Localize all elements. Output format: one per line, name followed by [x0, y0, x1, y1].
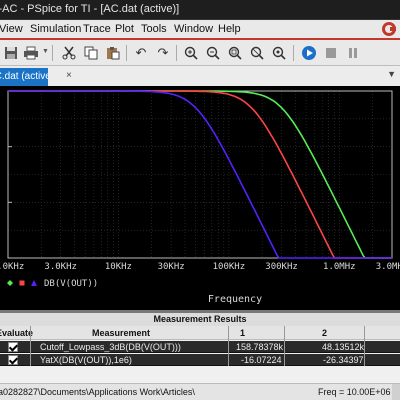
- run-icon[interactable]: [300, 44, 318, 62]
- x-tick-label: 300KHz: [265, 262, 298, 272]
- toolbar-separator: [176, 45, 177, 61]
- zoom-area-icon[interactable]: [248, 44, 266, 62]
- header-col-1: 1: [240, 328, 246, 338]
- tab-label: AC.dat (active): [0, 71, 48, 82]
- measurement-row[interactable]: Cutoff_Lowpass_3dB(DB(V(OUT))) 158.78378…: [0, 341, 400, 353]
- copy-icon[interactable]: [82, 44, 100, 62]
- tab-close-icon[interactable]: ×: [66, 70, 72, 81]
- zoom-fit-icon[interactable]: [226, 44, 244, 62]
- legend-marker-blue: [31, 280, 37, 286]
- cut-icon[interactable]: [60, 44, 78, 62]
- legend-marker-green: [7, 280, 13, 286]
- measurement-header-row: Evaluate Measurement 1 2: [0, 326, 400, 340]
- legend-marker-red: [19, 280, 25, 286]
- x-tick-label: 1.0KHz: [0, 262, 24, 272]
- print-dropdown-icon[interactable]: ▼: [42, 48, 49, 55]
- x-tick-label: 10KHz: [105, 262, 132, 272]
- column-divider: [284, 326, 285, 366]
- pane-splitter[interactable]: [0, 310, 400, 313]
- evaluate-checkbox[interactable]: [8, 355, 18, 365]
- x-tick-label: 30KHz: [158, 262, 185, 272]
- title-bar: l-AC - PSpice for TI - [AC.dat (active)]: [0, 0, 400, 20]
- legend-label: DB(V(OUT)): [44, 279, 98, 289]
- measurement-value-2: 48.13512k: [322, 342, 365, 352]
- menu-view[interactable]: View: [0, 23, 23, 35]
- toolbar-separator: [52, 45, 53, 61]
- trace-line-3: [8, 90, 392, 259]
- measurement-results-title: Measurement Results: [0, 313, 400, 326]
- toolbar-separator: [126, 45, 127, 61]
- brand-logo-icon: [382, 22, 396, 36]
- status-bar: a0282827\Documents\Applications Work\Art…: [0, 383, 400, 400]
- x-tick-label: 3.0KHz: [44, 262, 77, 272]
- column-divider: [30, 326, 31, 366]
- menu-bar: View Simulation Trace Plot Tools Window …: [0, 20, 400, 38]
- toolbar-separator: [293, 45, 294, 61]
- window-title: l-AC - PSpice for TI - [AC.dat (active)]: [0, 3, 180, 15]
- x-axis-label: Frequency: [208, 294, 262, 305]
- measurement-value-1: -16.07224: [241, 355, 282, 365]
- zoom-out-icon[interactable]: [204, 44, 222, 62]
- menu-simulation[interactable]: Simulation: [30, 23, 82, 35]
- paste-icon[interactable]: [104, 44, 122, 62]
- document-tab-strip: AC.dat (active) × ▼: [0, 66, 400, 86]
- evaluate-checkbox[interactable]: [8, 342, 18, 352]
- frequency-response-plot: 1.0KHz 3.0KHz 10KHz 30KHz 100KHz 300KHz 1.0MHz…: [0, 90, 400, 305]
- measurement-value-1: 158.78378k: [236, 342, 284, 352]
- plot-area[interactable]: 1.0KHz 3.0KHz 10KHz 30KHz 100KHz 300KHz 1.0MHz…: [0, 86, 400, 310]
- measurement-results-panel: Measurement Results Evaluate Measurement…: [0, 313, 400, 383]
- status-path: a0282827\Documents\Applications Work\Art…: [0, 387, 195, 397]
- x-tick-label: 1.0MHz: [323, 262, 356, 272]
- x-tick-label: 100KHz: [213, 262, 246, 272]
- toolbar: ▼ ↶ ↷: [0, 40, 400, 66]
- menu-help[interactable]: Help: [218, 23, 241, 35]
- measurement-expression[interactable]: Cutoff_Lowpass_3dB(DB(V(OUT))): [40, 342, 181, 352]
- menu-tools[interactable]: Tools: [141, 23, 167, 35]
- undo-icon[interactable]: ↶: [135, 45, 147, 60]
- stop-icon[interactable]: [322, 44, 340, 62]
- header-col-2: 2: [322, 328, 328, 338]
- menu-accent-line: [0, 38, 400, 40]
- column-divider: [364, 326, 365, 366]
- measurement-row[interactable]: YatX(DB(V(OUT)),1e6) -16.07224 -26.34397: [0, 354, 400, 366]
- zoom-in-icon[interactable]: [182, 44, 200, 62]
- header-measurement: Measurement: [92, 328, 151, 338]
- menu-window[interactable]: Window: [174, 23, 214, 35]
- header-evaluate: Evaluate: [0, 328, 34, 338]
- tab-list-dropdown-icon[interactable]: ▼: [387, 69, 396, 79]
- tab-ac-dat[interactable]: AC.dat (active): [0, 68, 48, 86]
- column-divider: [228, 326, 229, 366]
- save-icon[interactable]: [2, 44, 20, 62]
- menu-trace[interactable]: Trace: [83, 23, 111, 35]
- menu-plot[interactable]: Plot: [115, 23, 134, 35]
- measurement-value-2: -26.34397: [323, 355, 364, 365]
- status-frequency: Freq = 10.00E+06: [318, 387, 391, 397]
- x-tick-label: 3.0MHz: [376, 262, 400, 272]
- measurement-expression[interactable]: YatX(DB(V(OUT)),1e6): [40, 355, 132, 365]
- resize-grip[interactable]: [392, 384, 400, 400]
- pause-icon[interactable]: [344, 44, 362, 62]
- zoom-fit-all-icon[interactable]: [270, 44, 288, 62]
- redo-icon[interactable]: ↷: [157, 45, 169, 60]
- print-icon[interactable]: [22, 44, 40, 62]
